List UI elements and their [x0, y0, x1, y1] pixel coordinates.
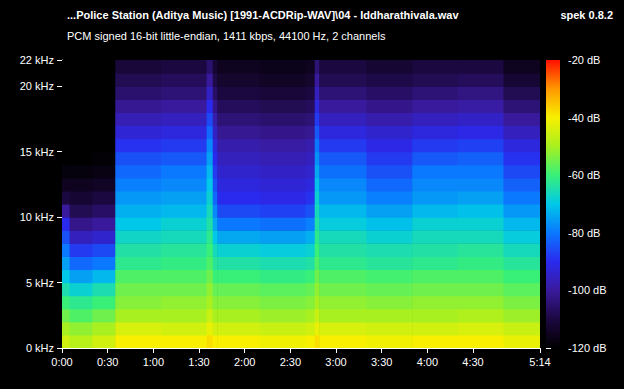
svg-text:4:30: 4:30: [462, 356, 483, 368]
svg-text:-40 dB: -40 dB: [568, 112, 600, 124]
svg-text:15 kHz: 15 kHz: [20, 146, 54, 158]
svg-text:-100 dB: -100 dB: [568, 284, 607, 296]
svg-text:10 kHz: 10 kHz: [20, 211, 54, 223]
svg-text:2:00: 2:00: [234, 356, 255, 368]
svg-text:20 kHz: 20 kHz: [20, 80, 54, 92]
svg-text:5 kHz: 5 kHz: [26, 277, 54, 289]
svg-text:0:30: 0:30: [97, 356, 118, 368]
svg-text:0:00: 0:00: [51, 356, 72, 368]
svg-text:3:30: 3:30: [371, 356, 392, 368]
svg-text:spek 0.8.2: spek 0.8.2: [560, 9, 613, 21]
svg-text:3:00: 3:00: [325, 356, 346, 368]
svg-text:1:00: 1:00: [143, 356, 164, 368]
svg-text:-60 dB: -60 dB: [568, 169, 600, 181]
svg-text:4:00: 4:00: [417, 356, 438, 368]
svg-text:22 kHz: 22 kHz: [20, 54, 54, 66]
svg-text:1:30: 1:30: [188, 356, 209, 368]
svg-text:2:30: 2:30: [280, 356, 301, 368]
svg-text:PCM signed 16-bit little-endia: PCM signed 16-bit little-endian, 1411 kb…: [67, 30, 386, 42]
svg-text:-20 dB: -20 dB: [568, 54, 600, 66]
svg-text:5:14: 5:14: [529, 356, 550, 368]
svg-text:-120 dB: -120 dB: [568, 342, 607, 354]
svg-text:0 kHz: 0 kHz: [26, 342, 54, 354]
svg-text:...Police Station (Aditya Musi: ...Police Station (Aditya Music) [1991-A…: [67, 9, 459, 21]
svg-text:-80 dB: -80 dB: [568, 227, 600, 239]
